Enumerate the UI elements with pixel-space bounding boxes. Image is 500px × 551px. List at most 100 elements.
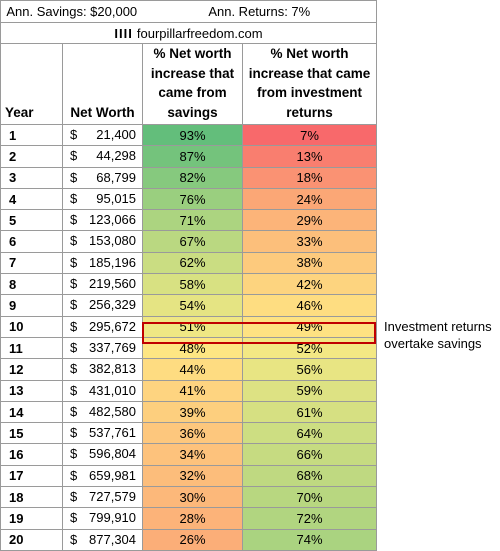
year-cell: 18 (0, 486, 63, 509)
savings-pct-cell: 76% (142, 187, 244, 211)
returns-pct-cell: 74% (242, 528, 378, 551)
table-row: 2 $44,298 87% 13% (0, 145, 378, 168)
year-cell: 17 (0, 464, 63, 488)
returns-pct-cell: 46% (242, 294, 378, 317)
returns-header-line: % Net worth (270, 46, 349, 61)
net-worth-amount: 185,196 (89, 254, 137, 270)
table-row: 8 $219,560 58% 42% (0, 273, 378, 296)
table-row: 20 $877,304 26% 74% (0, 528, 378, 551)
returns-pct-cell: 13% (242, 145, 378, 168)
currency-symbol: $ (70, 510, 78, 526)
net-worth-amount: 219,560 (89, 276, 137, 292)
year-cell: 8 (0, 273, 63, 296)
year-cell: 5 (0, 209, 63, 232)
savings-pct-cell: 28% (142, 507, 244, 530)
returns-pct-cell: 49% (242, 315, 378, 338)
year-cell: 2 (0, 145, 63, 168)
net-worth-cell: $44,298 (61, 145, 144, 168)
net-worth-cell: $153,080 (61, 230, 144, 253)
returns-pct-cell: 56% (242, 358, 378, 381)
site-credit: IIII fourpillarfreedom.com (0, 22, 378, 44)
net-worth-cell: $596,804 (61, 443, 144, 466)
currency-symbol: $ (70, 446, 78, 462)
table-row: 6 $153,080 67% 33% (0, 230, 378, 253)
currency-symbol: $ (70, 148, 78, 164)
year-cell: 9 (0, 294, 63, 317)
table-row: 9 $256,329 54% 46% (0, 294, 378, 317)
annotation-line: overtake savings (384, 336, 482, 351)
returns-pct-cell: 66% (242, 443, 378, 466)
savings-pct-cell: 58% (142, 273, 244, 296)
net-worth-table: Ann. Savings: $20,000 Ann. Returns: 7% I… (0, 0, 378, 551)
site-row: IIII fourpillarfreedom.com (0, 22, 378, 44)
net-worth-cell: $727,579 (61, 486, 144, 509)
net-worth-amount: 123,066 (89, 212, 137, 228)
table-row: 18 $727,579 30% 70% (0, 486, 378, 509)
savings-pct-cell: 71% (142, 209, 244, 232)
table-row: 19 $799,910 28% 72% (0, 507, 378, 530)
returns-pct-cell: 24% (242, 187, 378, 211)
net-worth-amount: 659,981 (89, 467, 137, 483)
net-worth-amount: 153,080 (89, 233, 137, 249)
site-logo-mark: IIII (114, 25, 133, 41)
currency-symbol: $ (70, 339, 78, 355)
table-row: 1 $21,400 93% 7% (0, 123, 378, 147)
net-worth-amount: 537,761 (89, 425, 137, 441)
year-cell: 16 (0, 443, 63, 466)
year-cell: 20 (0, 528, 63, 551)
net-worth-amount: 431,010 (89, 382, 137, 398)
table-row: 12 $382,813 44% 56% (0, 358, 378, 381)
spreadsheet: Ann. Savings: $20,000 Ann. Returns: 7% I… (0, 0, 378, 551)
currency-symbol: $ (70, 425, 78, 441)
net-worth-cell: $123,066 (61, 209, 144, 232)
annual-returns-label: Ann. Returns: 7% (142, 0, 378, 23)
returns-header-line: returns (286, 104, 333, 120)
net-worth-amount: 95,015 (96, 190, 137, 206)
currency-symbol: $ (70, 403, 78, 419)
year-cell: 13 (0, 379, 63, 402)
net-worth-cell: $799,910 (61, 507, 144, 530)
net-worth-amount: 256,329 (89, 297, 137, 313)
table-row: 5 $123,066 71% 29% (0, 209, 378, 232)
returns-pct-cell: 68% (242, 464, 378, 488)
net-worth-amount: 727,579 (89, 489, 137, 505)
table-row: 16 $596,804 34% 66% (0, 443, 378, 466)
currency-symbol: $ (70, 212, 78, 228)
table-row: 10 $295,672 51% 49% (0, 315, 378, 338)
net-worth-amount: 482,580 (89, 403, 137, 419)
savings-pct-cell: 36% (142, 422, 244, 445)
year-cell: 14 (0, 400, 63, 424)
savings-pct-cell: 87% (142, 145, 244, 168)
net-worth-amount: 68,799 (96, 169, 137, 185)
net-worth-amount: 596,804 (89, 446, 137, 462)
currency-symbol: $ (70, 531, 78, 547)
year-header: Year (0, 43, 63, 125)
net-worth-amount: 799,910 (89, 510, 137, 526)
table-row: 15 $537,761 36% 64% (0, 422, 378, 445)
savings-pct-cell: 32% (142, 464, 244, 488)
year-cell: 4 (0, 187, 63, 211)
table-row: 17 $659,981 32% 68% (0, 464, 378, 488)
savings-pct-cell: 48% (142, 336, 244, 360)
currency-symbol: $ (70, 190, 78, 206)
currency-symbol: $ (70, 382, 78, 398)
currency-symbol: $ (70, 318, 78, 334)
table-row: 14 $482,580 39% 61% (0, 400, 378, 424)
savings-header-line: savings (167, 104, 218, 120)
returns-pct-cell: 52% (242, 336, 378, 360)
returns-pct-cell: 18% (242, 166, 378, 189)
returns-pct-cell: 33% (242, 230, 378, 253)
net-worth-cell: $482,580 (61, 400, 144, 424)
net-worth-amount: 877,304 (89, 531, 137, 547)
net-worth-cell: $382,813 (61, 358, 144, 381)
annual-savings-label: Ann. Savings: $20,000 (0, 0, 143, 23)
returns-pct-cell: 38% (242, 251, 378, 275)
net-worth-amount: 382,813 (89, 361, 137, 377)
currency-symbol: $ (70, 361, 78, 377)
returns-pct-cell: 59% (242, 379, 378, 402)
net-worth-cell: $95,015 (61, 187, 144, 211)
savings-header-line: % Net worth (153, 46, 232, 61)
net-worth-cell: $185,196 (61, 251, 144, 275)
header-row: Year Net Worth % Net worth increase that… (0, 43, 378, 125)
returns-pct-cell: 7% (242, 123, 378, 147)
